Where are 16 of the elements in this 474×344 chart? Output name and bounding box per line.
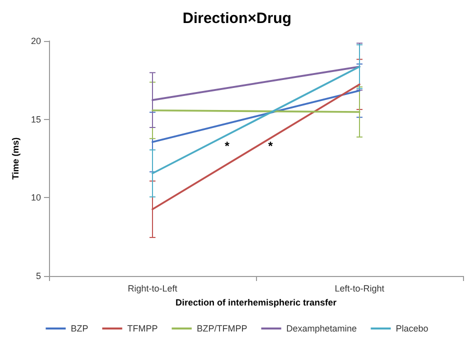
chart-title: Direction×Drug [182, 10, 292, 27]
x-axis-title: Direction of interhemispheric transfer [175, 298, 338, 308]
x-tick-label: Left-to-Right [334, 284, 385, 294]
legend-label: TFMPP [127, 324, 158, 334]
legend-label: BZP/TFMPP [196, 324, 248, 334]
x-tick-label: Right-to-Left [128, 284, 178, 294]
legend-label: Placebo [396, 324, 428, 334]
y-tick-label: 10 [30, 192, 41, 203]
y-tick-label: 15 [30, 114, 41, 124]
legend-label: Dexamphetamine [286, 324, 357, 334]
y-tick-label: 5 [36, 271, 41, 281]
annotation: * [268, 138, 274, 153]
y-axis-title: Time (ms) [10, 137, 21, 180]
y-tick-label: 20 [30, 36, 41, 46]
legend-label: BZP [70, 324, 88, 334]
annotation: * [224, 138, 230, 153]
